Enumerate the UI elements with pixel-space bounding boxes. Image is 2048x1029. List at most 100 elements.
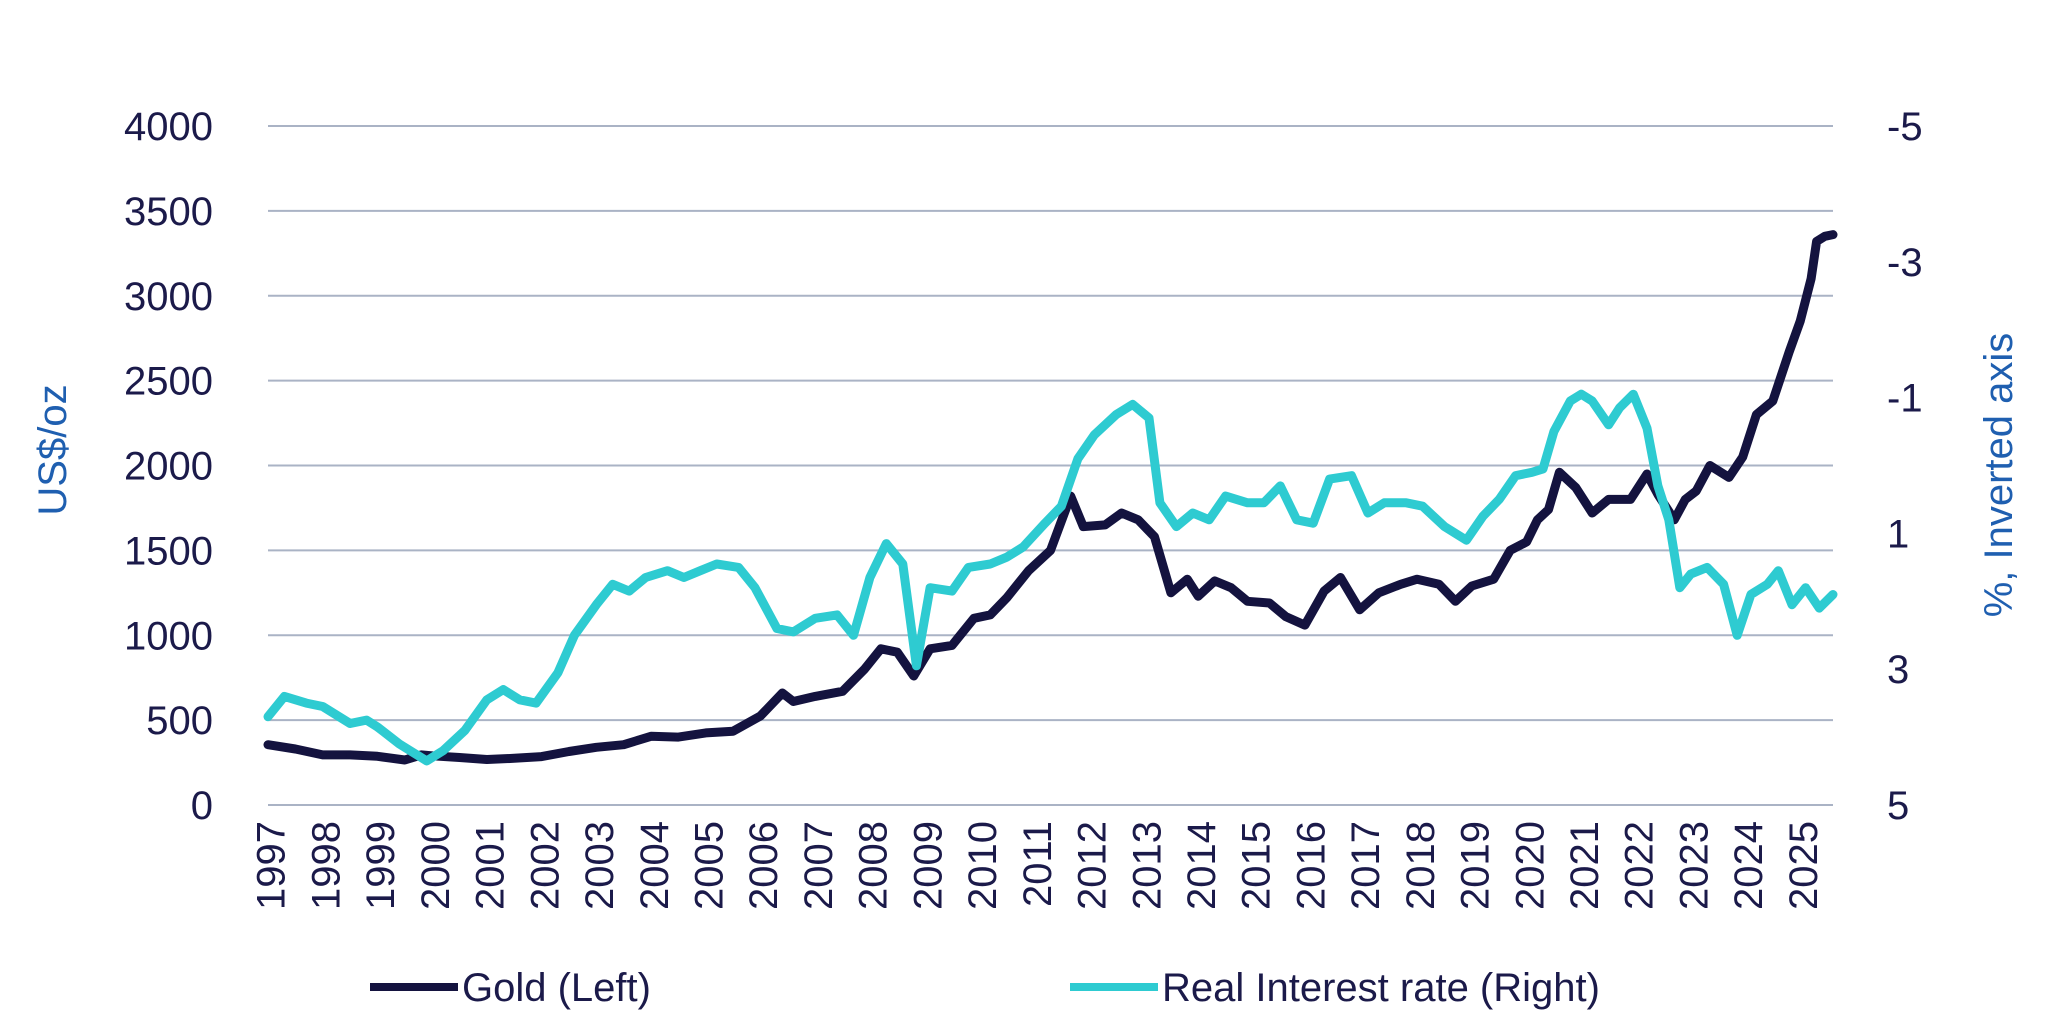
real-rate-point (811, 614, 820, 623)
x-tick-label: 2005 (687, 821, 731, 910)
gold-point (811, 692, 820, 701)
gold-point (1522, 537, 1531, 546)
real-rate-point (1539, 464, 1547, 473)
gold-point (948, 641, 956, 650)
real-rate-point (1801, 583, 1810, 592)
real-rate-point (264, 712, 272, 721)
x-tick-label: 2013 (1125, 821, 1169, 910)
real-rate-point (1172, 522, 1181, 531)
real-rate-point (1763, 580, 1772, 589)
real-rate-point (1549, 427, 1558, 436)
gold-point (729, 727, 738, 736)
gold-point (400, 756, 409, 764)
gold-point (1320, 587, 1329, 596)
x-tick-label: 2022 (1618, 821, 1662, 910)
gold-point (1571, 483, 1580, 492)
real-rate-point (833, 610, 842, 619)
real-rate-point (499, 685, 508, 694)
real-rate-point (362, 716, 371, 725)
left-tick-label: 1000 (124, 614, 213, 658)
real-rate-point (395, 739, 404, 748)
real-rate-point (1733, 631, 1742, 640)
gold-point (1467, 582, 1476, 590)
real-rate-point (1112, 410, 1121, 419)
gold-point (1785, 347, 1794, 356)
series-lines (263, 230, 1838, 766)
real-rate-point (641, 573, 650, 582)
gold-point (592, 743, 601, 752)
real-rate-point (570, 631, 579, 640)
real-rate-point (1495, 495, 1504, 504)
real-rate-point (1528, 468, 1536, 477)
x-tick-label: 2023 (1672, 821, 1716, 910)
real-rate-point (1309, 519, 1318, 528)
real-rate-point (1629, 390, 1638, 399)
gold-point (1336, 573, 1345, 582)
real-rate-point (625, 587, 634, 596)
gold-point (1705, 461, 1714, 470)
x-tick-label: 1998 (304, 821, 348, 910)
x-tick-label: 1999 (359, 821, 403, 910)
legend-label-gold: Gold (Left) (462, 966, 651, 1010)
real-rate-point (1478, 512, 1487, 521)
gold-point (701, 728, 710, 737)
real-rate-point (1829, 590, 1837, 599)
gold-point (1555, 468, 1564, 477)
series-line-real-rate (263, 389, 1838, 766)
gold-point (986, 610, 995, 619)
real-rate-point (1145, 414, 1153, 422)
real-rate-point (1128, 400, 1137, 409)
gold-point (1807, 274, 1816, 283)
real-rate-point (789, 627, 798, 636)
gold-point (1752, 410, 1761, 419)
gold-point (1604, 495, 1613, 504)
real-rate-point (1577, 390, 1586, 399)
x-tick-label: 2006 (742, 821, 786, 910)
gold-point (1374, 588, 1383, 597)
gold-point (909, 672, 918, 680)
gold-point (1134, 515, 1143, 524)
real-rate-point (1292, 515, 1301, 524)
real-rate-point (1019, 543, 1028, 551)
real-rate-point (302, 699, 311, 708)
gold-point (1079, 522, 1088, 531)
real-rate-point (849, 631, 858, 640)
real-rate-point (1643, 424, 1651, 433)
real-rate-point (1221, 492, 1230, 501)
x-axis-ticks: 1997 1998 1999 2000 2001 2002 2003 2004 2005 2006… (250, 821, 1826, 910)
real-rate-point (439, 746, 448, 755)
left-tick-label: 2000 (124, 445, 213, 489)
real-rate-point (1347, 471, 1356, 480)
gold-point (1588, 509, 1597, 517)
gold-point (969, 614, 978, 623)
gold-point (1281, 612, 1290, 621)
gold-point (1396, 580, 1405, 589)
real-rate-point (696, 566, 705, 575)
right-tick-label: 3 (1887, 648, 1909, 692)
real-rate-point (515, 695, 524, 704)
gold-point (1506, 546, 1515, 555)
real-rate-point (772, 624, 781, 633)
x-tick-label: 2001 (469, 821, 513, 910)
gold-point (1643, 470, 1651, 478)
real-rate-point (1363, 509, 1372, 517)
real-rate-point (1090, 430, 1099, 439)
left-axis-title: US$/oz (31, 384, 75, 515)
gold-point (291, 745, 300, 753)
gold-point (318, 750, 327, 759)
gold-point (1681, 495, 1690, 504)
gold-point (455, 753, 464, 762)
gold-point (1489, 575, 1498, 584)
real-rate-point (1002, 553, 1011, 562)
gold-point (1101, 520, 1110, 529)
gold-point (264, 740, 272, 749)
gold-point (1194, 592, 1203, 601)
real-rate-point (1073, 454, 1082, 463)
left-tick-label: 0 (191, 784, 213, 828)
gold-point (1166, 588, 1175, 597)
gold-point (1117, 509, 1126, 517)
gold-point (482, 755, 491, 764)
gold-point (926, 644, 935, 653)
real-rate-point (1155, 498, 1164, 507)
